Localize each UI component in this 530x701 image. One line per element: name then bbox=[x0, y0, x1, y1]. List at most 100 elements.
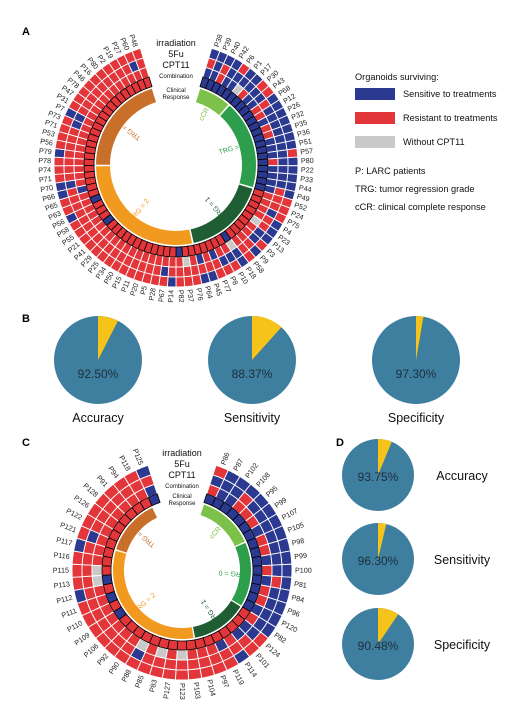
patient-label: P99 bbox=[294, 551, 308, 561]
patient-label: P73 bbox=[47, 109, 62, 122]
patient-label: P37 bbox=[185, 289, 195, 303]
heatmap-cell bbox=[175, 276, 186, 288]
patient-label: P117 bbox=[55, 535, 73, 548]
patient-label: P7 bbox=[54, 101, 66, 113]
heatmap-cell bbox=[63, 157, 75, 167]
clinical-group-label: TRG = 2 bbox=[133, 592, 158, 615]
patient-label: P128 bbox=[81, 481, 100, 499]
ring-label-response-c: Response bbox=[168, 501, 196, 507]
patient-label: P90 bbox=[107, 660, 122, 676]
patient-label: P111 bbox=[60, 606, 78, 620]
heatmap-cell bbox=[257, 158, 269, 166]
patient-label: P66 bbox=[41, 192, 56, 204]
patient-label: P120 bbox=[280, 618, 299, 634]
patient-label: P114 bbox=[243, 660, 260, 679]
clinical-group-arc bbox=[231, 542, 252, 606]
pie-metric-label: Sensitivity bbox=[434, 553, 491, 567]
heatmap-cell bbox=[83, 158, 95, 166]
patient-label: P94 bbox=[106, 464, 121, 480]
heatmap-cell bbox=[81, 564, 93, 578]
ring-label-cpt11-c: CPT11 bbox=[168, 470, 195, 480]
pie-metric-label: Sensitivity bbox=[224, 411, 281, 425]
patient-label: P84 bbox=[291, 593, 306, 605]
heatmap-cell bbox=[63, 172, 76, 183]
patient-label: P82 bbox=[177, 290, 186, 303]
legend-label-sensitive: Sensitive to treatments bbox=[403, 89, 497, 99]
heatmap-cell bbox=[83, 170, 96, 180]
patient-label: P76 bbox=[194, 287, 205, 301]
heatmap-cell bbox=[186, 648, 199, 661]
patient-label: P64 bbox=[203, 285, 215, 300]
patient-label: P95 bbox=[264, 484, 280, 499]
pie-value-label: 93.75% bbox=[358, 470, 399, 484]
clinical-group-label: TRG = 3 bbox=[117, 120, 143, 141]
heatmap-cell bbox=[176, 649, 188, 661]
pies-d: 93.75% Accuracy 96.30% Sensitivity 90.48% Spe… bbox=[342, 439, 491, 680]
legend-label-resistant: Resistant to treatments bbox=[403, 113, 498, 123]
patient-label: P88 bbox=[119, 668, 133, 684]
patient-label: P71 bbox=[39, 174, 53, 184]
pie-metric-label: Accuracy bbox=[436, 469, 488, 483]
pie-value-label: 96.30% bbox=[358, 554, 399, 568]
ring-label-clinical: Clinical bbox=[166, 88, 185, 94]
circular-heatmap-a: P38P39P40P42P6P1P17P30P43P68P12P26P32P35… bbox=[38, 33, 314, 303]
patient-label: P49 bbox=[296, 192, 311, 204]
patient-label: P32 bbox=[290, 109, 305, 122]
patient-label: P11 bbox=[119, 279, 132, 294]
clinical-group-arc bbox=[116, 507, 158, 553]
pie-minor-slice bbox=[416, 316, 424, 360]
patient-label: P92 bbox=[95, 651, 110, 667]
pie-minor-slice bbox=[378, 523, 387, 559]
pie-value-label: 97.30% bbox=[396, 367, 437, 381]
heatmap-cell bbox=[147, 493, 161, 507]
clinical-group-arc bbox=[220, 105, 256, 188]
patient-label: P127 bbox=[161, 682, 172, 700]
clinical-group-label: TRG = 1 bbox=[204, 195, 227, 219]
legend-title: Organoids surviving: bbox=[355, 72, 439, 82]
patient-label: P123 bbox=[178, 683, 187, 700]
pie-metric-label: Accuracy bbox=[72, 411, 124, 425]
pie-minor-slice bbox=[252, 316, 282, 360]
patient-label: P110 bbox=[65, 618, 84, 634]
heatmap-cell bbox=[277, 157, 289, 167]
pie-metric-label: Specificity bbox=[388, 411, 445, 425]
heatmap-cell bbox=[270, 552, 283, 566]
heatmap-cell bbox=[174, 669, 190, 681]
panel-c-letter: C bbox=[22, 437, 30, 449]
patient-label: P96 bbox=[286, 606, 301, 619]
ring-label-irradiation-c: irradiation bbox=[162, 448, 202, 458]
legend-label-without: Without CPT11 bbox=[403, 137, 465, 147]
patient-label: P83 bbox=[147, 679, 159, 694]
patient-label: P74 bbox=[38, 165, 51, 175]
ring-label-combination-c: Combination bbox=[165, 484, 199, 490]
patient-label: P2 bbox=[95, 53, 107, 65]
legend: Organoids surviving: Sensitive to treatm… bbox=[355, 72, 498, 212]
patient-label: P126 bbox=[72, 493, 91, 510]
heatmap-cell bbox=[71, 550, 85, 566]
heatmap-cell bbox=[252, 565, 263, 576]
panel-a-letter: A bbox=[22, 26, 30, 38]
pie-minor-slice bbox=[98, 316, 118, 360]
heatmap-cell bbox=[175, 246, 183, 258]
legend-swatch-sensitive bbox=[355, 88, 395, 100]
pie-minor-slice bbox=[378, 439, 392, 475]
heatmap-cell bbox=[266, 150, 279, 160]
heatmap-cell bbox=[286, 147, 299, 159]
patient-label: P121 bbox=[59, 520, 78, 534]
clinical-group-label: TRG = 1 bbox=[200, 598, 221, 624]
patient-label: P8 bbox=[228, 275, 240, 287]
panel-d-letter: D bbox=[336, 437, 344, 449]
heatmap-cell bbox=[251, 555, 263, 567]
heatmap-cell bbox=[175, 266, 185, 278]
patient-label: P14 bbox=[166, 290, 175, 303]
patient-label: P99 bbox=[273, 495, 289, 510]
heatmap-cell bbox=[279, 550, 293, 566]
clinical-group-arc bbox=[190, 184, 253, 243]
patient-label: P81 bbox=[294, 579, 308, 590]
panel-b-letter: B bbox=[22, 313, 30, 325]
patient-label: P22 bbox=[301, 165, 314, 175]
clinical-group-arc bbox=[96, 88, 157, 165]
heatmap-cell bbox=[166, 276, 177, 288]
patient-label: P79 bbox=[39, 146, 53, 156]
ring-label-response: Response bbox=[162, 95, 190, 101]
